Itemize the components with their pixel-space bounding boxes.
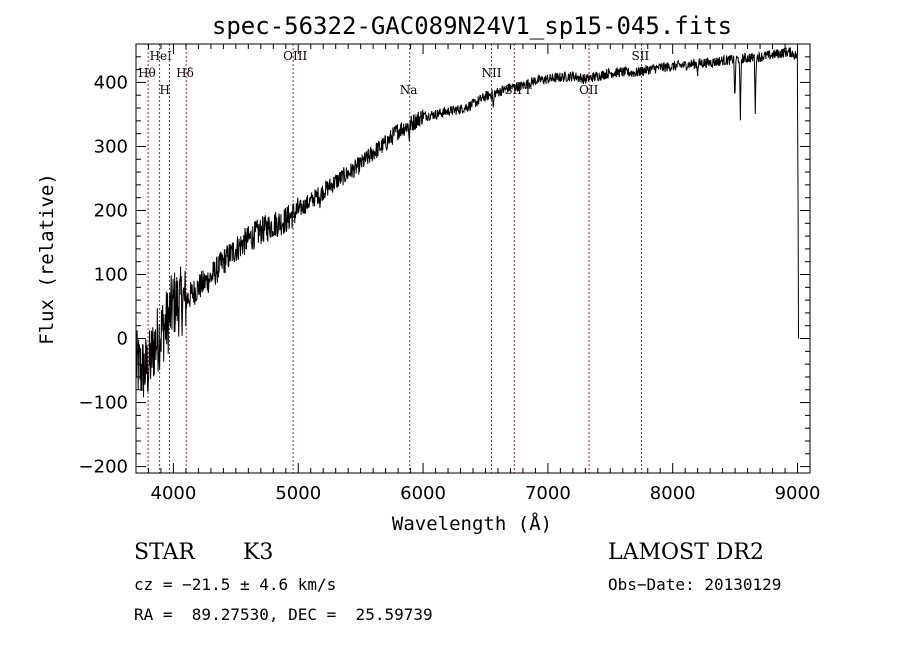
spectral-line-label: OIII xyxy=(283,49,307,63)
spectral-line-label: HeI xyxy=(150,49,173,63)
y-tick-label: 100 xyxy=(94,265,128,286)
x-axis: 4000 5000 6000 7000 8000 9000 xyxy=(135,44,821,504)
observation-date: Obs−Date: 20130129 xyxy=(608,575,782,594)
spectrum-series xyxy=(135,47,799,398)
sky-coordinates: RA = 89.27530, DEC = 25.59739 xyxy=(134,605,433,624)
spectral-line-label: NII xyxy=(481,66,501,80)
survey-name: LAMOST DR2 xyxy=(608,540,764,565)
y-axis: −200 −100 0 100 200 300 400 xyxy=(79,56,810,478)
spectral-line-label: Na xyxy=(400,83,418,97)
x-tick-label: 5000 xyxy=(275,483,321,504)
spectrum-line xyxy=(135,47,799,398)
y-axis-label: Flux (relative) xyxy=(36,173,58,345)
chart-title: spec-56322-GAC089N24V1_sp15-045.fits xyxy=(212,12,732,40)
x-axis-label: Wavelength (Å) xyxy=(392,512,552,535)
y-tick-label: 300 xyxy=(94,136,128,157)
spectral-line-label: H xyxy=(159,83,169,97)
y-tick-label: 200 xyxy=(94,200,128,221)
spectral-line-label: Hδ xyxy=(176,66,194,80)
object-subclass: K3 xyxy=(243,540,274,565)
spectral-line-label: OII xyxy=(579,83,599,97)
object-class: STAR xyxy=(134,540,195,565)
y-tick-label: −100 xyxy=(79,393,128,414)
spectral-line-label: SII xyxy=(632,49,650,63)
y-tick-label: −200 xyxy=(79,457,128,478)
x-tick-label: 6000 xyxy=(400,483,446,504)
plot-frame xyxy=(135,43,811,474)
redshift-velocity: cz = −21.5 ± 4.6 km/s xyxy=(134,575,337,594)
spectral-line-label: Hθ xyxy=(138,66,156,80)
x-tick-label: 9000 xyxy=(775,483,821,504)
y-tick-label: 0 xyxy=(117,329,128,350)
x-tick-label: 7000 xyxy=(525,483,571,504)
x-tick-label: 8000 xyxy=(650,483,696,504)
x-tick-label: 4000 xyxy=(151,483,197,504)
y-tick-label: 400 xyxy=(94,72,128,93)
